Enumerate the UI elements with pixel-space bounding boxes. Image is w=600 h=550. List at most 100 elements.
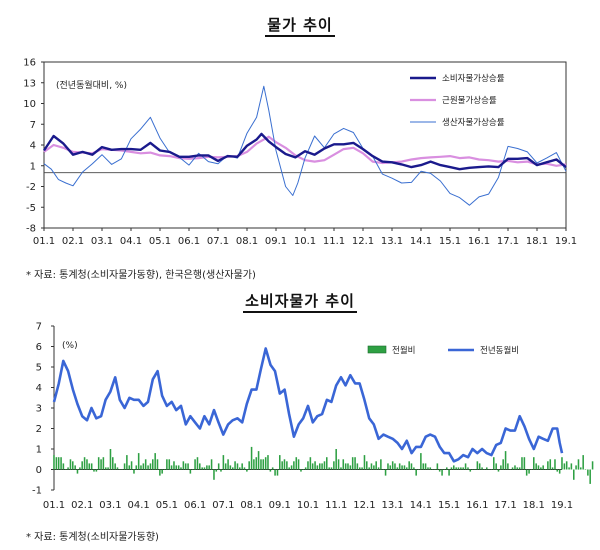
chart2-bar	[344, 463, 347, 470]
chart2-bar	[486, 467, 488, 470]
chart2-bar	[462, 467, 464, 470]
chart2-bar	[88, 463, 91, 470]
chart2-bar	[408, 461, 410, 470]
chart2-bar	[420, 453, 422, 470]
chart2-bar	[457, 467, 460, 470]
chart2-bar	[434, 469, 436, 470]
chart2-bar	[446, 467, 448, 470]
chart2-bar	[391, 461, 394, 470]
chart2-bar	[177, 465, 180, 470]
chart2-bar	[368, 467, 370, 470]
chart2-bar	[201, 467, 203, 470]
chart2-bar	[239, 467, 241, 470]
chart2-bar	[530, 469, 533, 470]
chart2-bar	[168, 459, 171, 470]
chart2-bar	[189, 469, 192, 474]
chart2-bar	[297, 459, 300, 470]
chart2-bar	[413, 467, 415, 470]
chart1-unit-label: (전년동월대비, %)	[56, 79, 127, 91]
chart2-bar	[307, 461, 309, 470]
chart2-xtick-label: 04.1	[128, 500, 150, 511]
chart1-xtick-label: 12.1	[352, 236, 374, 247]
chart1-xtick-label: 01.1	[33, 236, 55, 247]
chart2-source: * 자료: 통계청(소비자물가동향)	[26, 532, 159, 543]
chart1-xtick-label: 14.1	[410, 236, 432, 247]
chart1-xtick-label: 17.1	[497, 236, 519, 247]
chart2-bar	[206, 465, 208, 470]
chart1-legend-label-0: 소비자물가상승률	[442, 73, 505, 84]
chart2-bar	[222, 455, 225, 470]
chart2-bar	[507, 463, 509, 470]
chart2-bar	[389, 465, 392, 470]
chart1-xtick-label: 13.1	[381, 236, 403, 247]
chart1-xtick-label: 03.1	[91, 236, 113, 247]
chart2-bar	[166, 459, 168, 470]
chart1-ytick-label: -2	[26, 182, 36, 193]
chart2-bar	[382, 469, 385, 470]
chart2-bar	[438, 469, 441, 472]
chart2-bar	[591, 461, 594, 470]
chart2-xtick-label: 03.1	[99, 500, 121, 511]
chart2-bar	[227, 459, 229, 470]
chart2-bar	[286, 461, 288, 470]
chart2-bar	[570, 463, 573, 470]
chart2-ytick-label: 0	[36, 465, 42, 476]
chart1-xtick-label: 16.1	[468, 236, 490, 247]
chart2-bar	[337, 459, 340, 470]
chart2-bar	[107, 467, 109, 470]
chart2-bar	[208, 465, 210, 470]
chart1-xtick-label: 08.1	[236, 236, 258, 247]
chart2-bar	[401, 465, 403, 470]
chart2-bar	[229, 465, 232, 470]
chart2-bar	[323, 461, 326, 470]
chart2-bar	[170, 465, 173, 470]
chart2-bar	[328, 467, 330, 470]
chart1-xtick-label: 09.1	[265, 236, 287, 247]
chart1-xtick-label: 19.1	[555, 236, 577, 247]
chart2-bar	[62, 463, 65, 470]
chart1-legend-label-1: 근원물가상승률	[442, 95, 497, 106]
chart2-bar	[589, 469, 591, 484]
chart2-bar	[288, 467, 290, 470]
chart2-bar	[523, 457, 526, 470]
chart2-bar	[309, 457, 312, 470]
chart2-bar	[380, 459, 382, 470]
chart2-xtick-label: 10.1	[297, 500, 319, 511]
chart1-ytick-label: 16	[23, 58, 36, 69]
chart2-bar	[377, 467, 380, 470]
chart2-ytick-label: 4	[36, 383, 42, 394]
chart2-bar	[587, 469, 589, 476]
chart2-xtick-label: 02.1	[71, 500, 93, 511]
chart2-title: 소비자물가 추이	[0, 290, 600, 313]
chart1-ytick-label: 1	[30, 161, 36, 172]
chart2-bar	[154, 453, 156, 470]
chart2-bar	[565, 461, 568, 470]
chart1-title: 물가 추이	[0, 14, 600, 37]
chart2-bar	[246, 469, 248, 472]
chart2-bar	[384, 469, 387, 476]
chart2-bar	[410, 463, 413, 470]
chart1-ytick-label: -8	[26, 224, 36, 235]
chart2-bar	[373, 465, 375, 470]
chart2-bar	[69, 459, 72, 470]
chart2-bar	[474, 469, 476, 470]
chart2-bar	[582, 455, 584, 470]
chart2-bar	[224, 463, 227, 470]
chart2-xtick-label: 16.1	[466, 500, 488, 511]
chart2-bar	[366, 461, 368, 470]
chart2-bar	[509, 469, 512, 470]
chart2-bar	[497, 469, 500, 472]
chart2-bar	[398, 463, 401, 470]
chart2-bar	[387, 463, 389, 470]
chart2-bar	[123, 463, 126, 470]
chart2-bar	[394, 463, 396, 470]
chart2-bar	[558, 469, 561, 474]
chart2-xtick-label: 01.1	[43, 500, 65, 511]
chart2-bar	[161, 469, 163, 474]
chart2-bar	[72, 461, 74, 470]
chart2-bar	[441, 469, 443, 476]
chart1-ytick-label: -5	[26, 203, 36, 214]
chart2-bar	[443, 469, 446, 470]
chart2-bar	[417, 469, 420, 470]
